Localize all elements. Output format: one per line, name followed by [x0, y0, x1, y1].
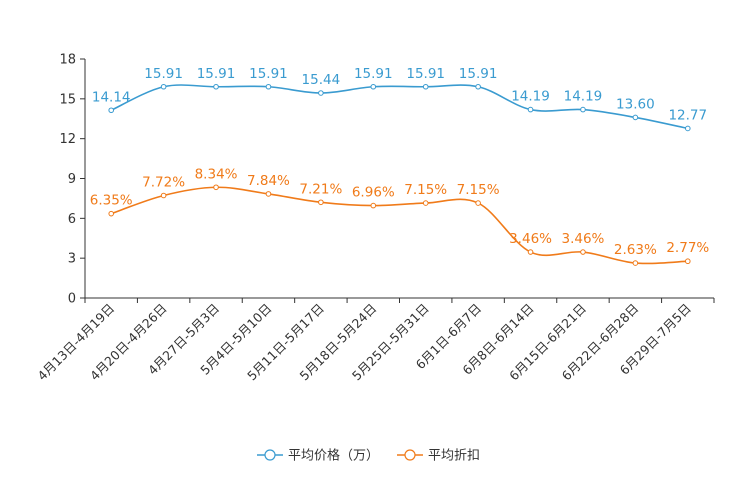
data-point[interactable] — [265, 83, 272, 90]
data-label: 7.84% — [247, 173, 290, 189]
data-label: 8.34% — [195, 166, 238, 182]
data-point[interactable] — [684, 258, 691, 265]
data-label: 15.91 — [249, 66, 288, 82]
legend-marker-icon — [264, 449, 276, 461]
data-label: 2.77% — [666, 240, 709, 256]
data-point[interactable] — [475, 200, 481, 206]
data-point[interactable] — [580, 106, 586, 113]
data-point[interactable] — [632, 260, 639, 266]
data-point[interactable] — [108, 107, 115, 114]
data-label: 7.15% — [404, 182, 447, 198]
data-label: 7.72% — [142, 174, 185, 190]
y-tick-label: 3 — [68, 252, 76, 267]
y-tick-label: 12 — [59, 132, 76, 147]
data-label: 13.60 — [616, 96, 655, 112]
data-label: 14.19 — [564, 89, 603, 105]
data-label: 15.91 — [354, 66, 393, 82]
data-point[interactable] — [632, 114, 639, 121]
data-label: 12.77 — [668, 107, 707, 123]
data-point[interactable] — [370, 83, 377, 90]
data-point[interactable] — [265, 191, 272, 197]
y-tick-label: 15 — [59, 92, 76, 107]
data-point[interactable] — [684, 125, 691, 132]
data-label: 15.91 — [144, 66, 183, 82]
data-point[interactable] — [370, 202, 377, 209]
data-point[interactable] — [108, 210, 115, 217]
legend-label: 平均折扣 — [428, 449, 480, 464]
data-label: 6.96% — [352, 185, 395, 201]
data-label: 3.46% — [509, 231, 552, 247]
data-label: 15.44 — [302, 72, 341, 88]
data-label: 2.63% — [614, 242, 657, 258]
y-tick-label: 6 — [68, 212, 76, 227]
legend-marker-icon — [404, 449, 416, 461]
legend-item-1[interactable]: 平均价格（万） — [257, 448, 379, 464]
data-point[interactable] — [527, 249, 534, 255]
data-point[interactable] — [213, 83, 219, 90]
data-point[interactable] — [475, 83, 481, 90]
axes: 03691215184月13日-4月19日4月20日-4月26日4月27日-5月… — [34, 53, 715, 383]
data-point[interactable] — [318, 90, 324, 96]
data-point[interactable] — [580, 249, 586, 255]
data-label: 15.91 — [406, 66, 445, 82]
series-1: 14.14 15.91 15.91 15.91 15.44 15.91 15.91 15.91… — [92, 66, 707, 132]
data-label: 7.15% — [457, 182, 500, 198]
data-point[interactable] — [422, 200, 429, 206]
data-label: 14.14 — [92, 89, 131, 105]
data-point[interactable] — [527, 106, 534, 113]
data-label: 15.91 — [459, 66, 498, 82]
data-label: 7.21% — [299, 181, 342, 197]
series-layer: 14.14 15.91 15.91 15.91 15.44 15.91 15.91 15.91… — [90, 66, 709, 266]
legend-item-2[interactable]: 平均折扣 — [397, 449, 480, 464]
data-point[interactable] — [213, 184, 219, 191]
y-tick-label: 18 — [59, 53, 76, 68]
data-point[interactable] — [422, 83, 429, 90]
legend[interactable]: 平均价格（万） 平均折扣 — [257, 448, 480, 464]
series-line — [110, 186, 688, 265]
series-line — [110, 84, 688, 130]
data-point[interactable] — [318, 199, 324, 206]
data-point[interactable] — [160, 192, 167, 199]
y-tick-label: 0 — [68, 292, 76, 307]
data-label: 3.46% — [562, 231, 605, 247]
data-label: 14.19 — [511, 89, 550, 105]
series-2: 6.35% 7.72% 8.34% 7.84% 7.21% 6.96% 7.15% 7.15%… — [90, 166, 709, 266]
legend-label: 平均价格（万） — [288, 448, 379, 464]
data-point[interactable] — [160, 83, 167, 90]
data-label: 15.91 — [197, 66, 236, 82]
data-label: 6.35% — [90, 193, 133, 209]
y-tick-label: 9 — [68, 172, 76, 187]
